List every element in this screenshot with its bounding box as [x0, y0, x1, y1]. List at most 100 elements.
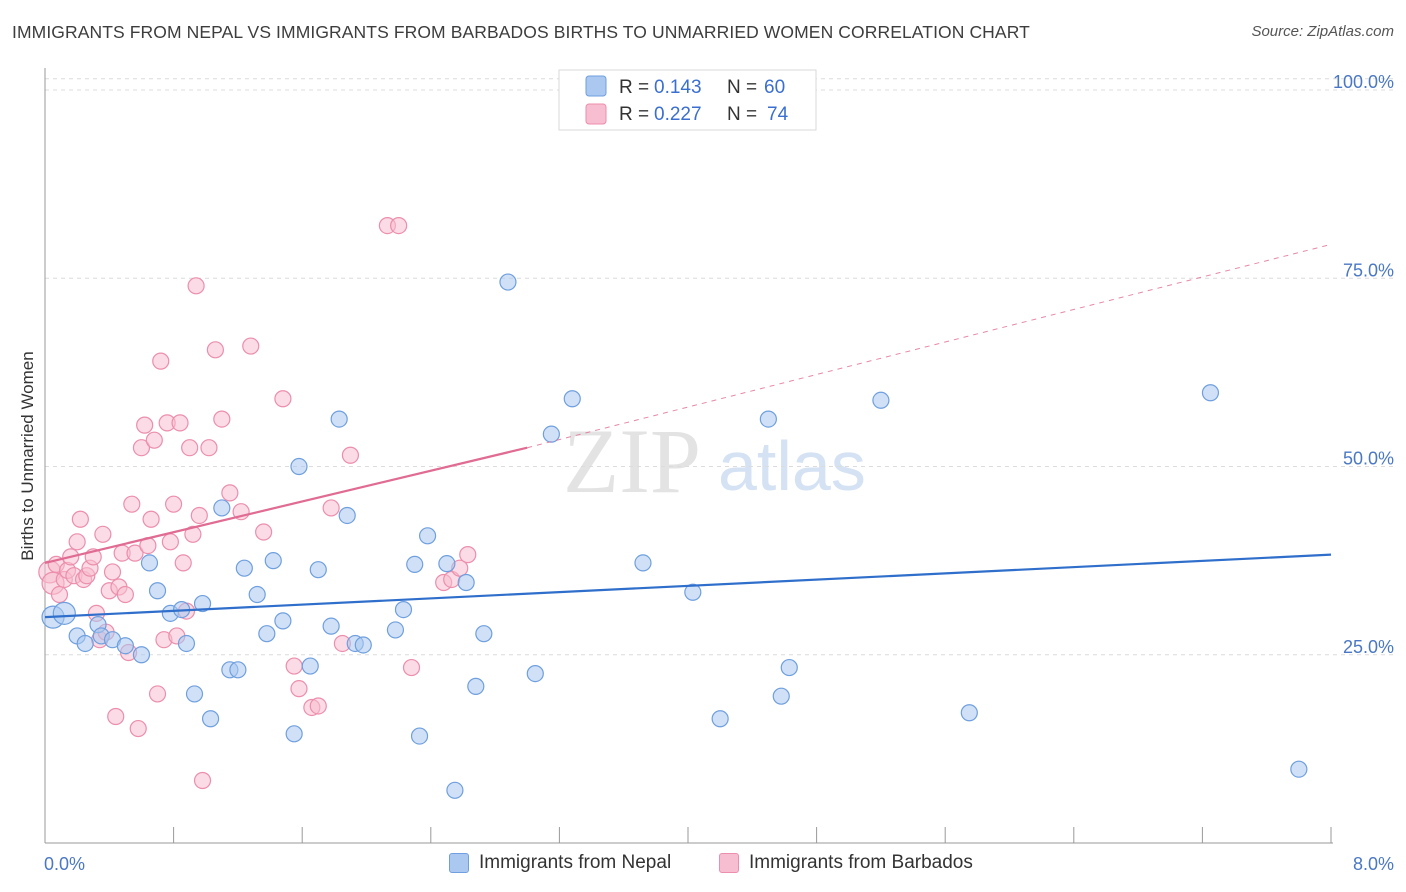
stats-r-label-barbados: R =	[619, 104, 649, 125]
barbados-point	[68, 533, 86, 551]
barbados-point	[341, 446, 360, 464]
nepal-point	[438, 555, 456, 573]
y-tick-label: 75.0%	[1343, 260, 1394, 280]
barbados-point	[116, 585, 134, 604]
stats-r-value-nepal: 0.143	[654, 77, 702, 98]
nepal-point	[309, 561, 327, 579]
nepal-point	[684, 583, 702, 601]
stats-legend-swatch-nepal	[585, 75, 607, 97]
barbados-point	[148, 685, 167, 703]
barbados-point	[200, 439, 218, 457]
nepal-point	[499, 273, 517, 291]
nepal-point	[1201, 384, 1220, 402]
nepal-point	[759, 410, 777, 428]
legend-swatch-barbados	[719, 853, 739, 873]
barbados-point	[274, 390, 292, 408]
nepal-point	[301, 657, 319, 675]
barbados-point	[290, 680, 308, 698]
chart-source: Source: ZipAtlas.com	[1251, 23, 1394, 40]
nepal-point	[148, 582, 167, 600]
nepal-point	[285, 725, 303, 743]
legend-item-barbados: Immigrants from Barbados	[719, 852, 973, 874]
nepal-point	[354, 636, 372, 654]
nepal-point	[1290, 760, 1308, 778]
nepal-point	[960, 704, 978, 722]
nepal-point	[274, 612, 292, 630]
nepal-point	[338, 506, 356, 525]
barbados-point	[152, 352, 170, 370]
barbados-point	[136, 416, 154, 434]
nepal-point	[290, 457, 308, 476]
stats-n-label-nepal: N =	[727, 77, 757, 98]
barbados-point	[285, 657, 303, 675]
watermark-atlas: atlas	[718, 427, 866, 505]
stats-n-value-nepal: 60	[764, 77, 785, 98]
nepal-point	[418, 527, 437, 545]
legend-item-nepal: Immigrants from Nepal	[449, 852, 671, 874]
nepal-trend-line	[44, 553, 1332, 619]
nepal-point	[563, 390, 581, 408]
barbados-point	[50, 585, 69, 604]
barbados-point	[184, 525, 202, 543]
y-tick-label: 100.0%	[1333, 72, 1394, 92]
barbados-point	[206, 341, 224, 359]
nepal-point	[410, 727, 429, 745]
nepal-point	[140, 554, 159, 572]
nepal-point	[467, 677, 485, 695]
nepal-point	[526, 664, 544, 683]
nepal-point	[213, 499, 231, 517]
barbados-point	[103, 563, 122, 581]
barbados-point	[142, 510, 160, 528]
barbados-point	[181, 439, 199, 457]
nepal-point	[457, 573, 475, 592]
barbados-series	[38, 216, 477, 790]
chart-title: IMMIGRANTS FROM NEPAL VS IMMIGRANTS FROM…	[12, 22, 1030, 42]
x-tick-label-max: 8.0%	[1353, 854, 1394, 874]
barbados-point	[190, 506, 208, 525]
y-tick-label: 50.0%	[1343, 449, 1394, 469]
trend-lines	[44, 243, 1332, 619]
nepal-point	[772, 687, 790, 705]
nepal-point	[634, 554, 652, 572]
nepal-point	[116, 637, 134, 655]
nepal-point	[132, 646, 151, 664]
legend-swatch-nepal	[449, 853, 469, 873]
nepal-point	[76, 634, 94, 653]
barbados-point	[213, 410, 231, 428]
barbados-point	[309, 697, 327, 715]
nepal-point	[235, 559, 253, 577]
barbados-point	[145, 431, 163, 449]
nepal-point	[229, 661, 247, 679]
barbados-point	[123, 495, 141, 513]
barbados-point	[126, 544, 144, 562]
nepal-point	[177, 634, 196, 653]
barbados-point	[187, 277, 205, 295]
nepal-point	[386, 621, 405, 639]
nepal-point	[322, 617, 340, 635]
stats-legend: R = 0.143 N = 60 R = 0.227 N = 74	[558, 69, 817, 131]
barbados-point	[322, 499, 340, 517]
barbados-point	[107, 707, 125, 726]
barbados-point	[255, 523, 273, 541]
nepal-point	[872, 391, 890, 409]
nepal-point	[248, 585, 266, 604]
barbados-point	[129, 719, 147, 738]
barbados-point	[171, 414, 189, 432]
nepal-point	[711, 710, 729, 728]
nepal-point	[406, 555, 424, 574]
barbados-point	[161, 533, 179, 551]
barbados-point	[132, 439, 151, 457]
barbados-point	[94, 525, 112, 543]
barbados-point	[71, 510, 89, 528]
nepal-point	[330, 410, 348, 428]
x-tick-label-min: 0.0%	[44, 854, 85, 874]
stats-n-label-barbados: N =	[727, 104, 757, 125]
barbados-point	[193, 771, 212, 790]
nepal-point	[394, 600, 413, 619]
barbados-trend-line	[44, 446, 528, 564]
barbados-point	[459, 546, 477, 564]
nepal-point	[193, 594, 212, 613]
legend-label-nepal: Immigrants from Nepal	[479, 852, 672, 873]
nepal-point	[264, 552, 282, 570]
